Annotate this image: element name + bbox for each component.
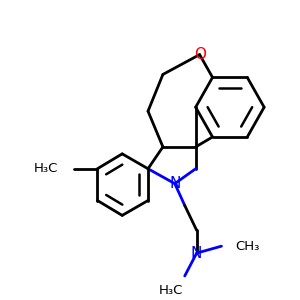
Text: H₃C: H₃C — [158, 284, 183, 297]
Text: H₃C: H₃C — [33, 162, 58, 175]
Text: N: N — [191, 246, 202, 261]
Text: N: N — [169, 176, 181, 191]
Text: O: O — [194, 47, 206, 62]
Text: CH₃: CH₃ — [236, 240, 260, 253]
